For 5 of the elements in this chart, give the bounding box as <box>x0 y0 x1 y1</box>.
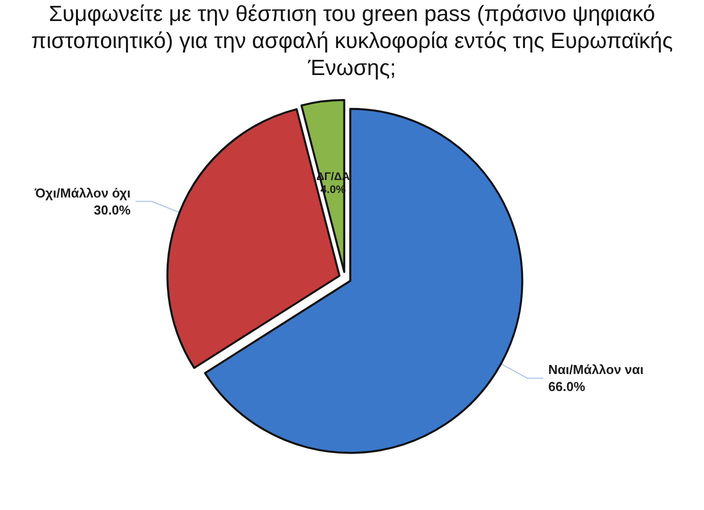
data-label: 66.0% <box>548 379 586 394</box>
slice-label: Όχι/Μάλλον όχι <box>34 185 131 200</box>
data-label: 30.0% <box>94 202 132 218</box>
slice-label: Ναι/Μάλλον ναι <box>548 362 644 378</box>
chart-title: Συμφωνείτε με την θέσπιση του green pass (πράσινο ψηφιακό πιστοποιητικό) για την ασφαλή κυκλοφορία εντός της Ευρωπαϊκής Ένωσης; <box>30 0 674 81</box>
